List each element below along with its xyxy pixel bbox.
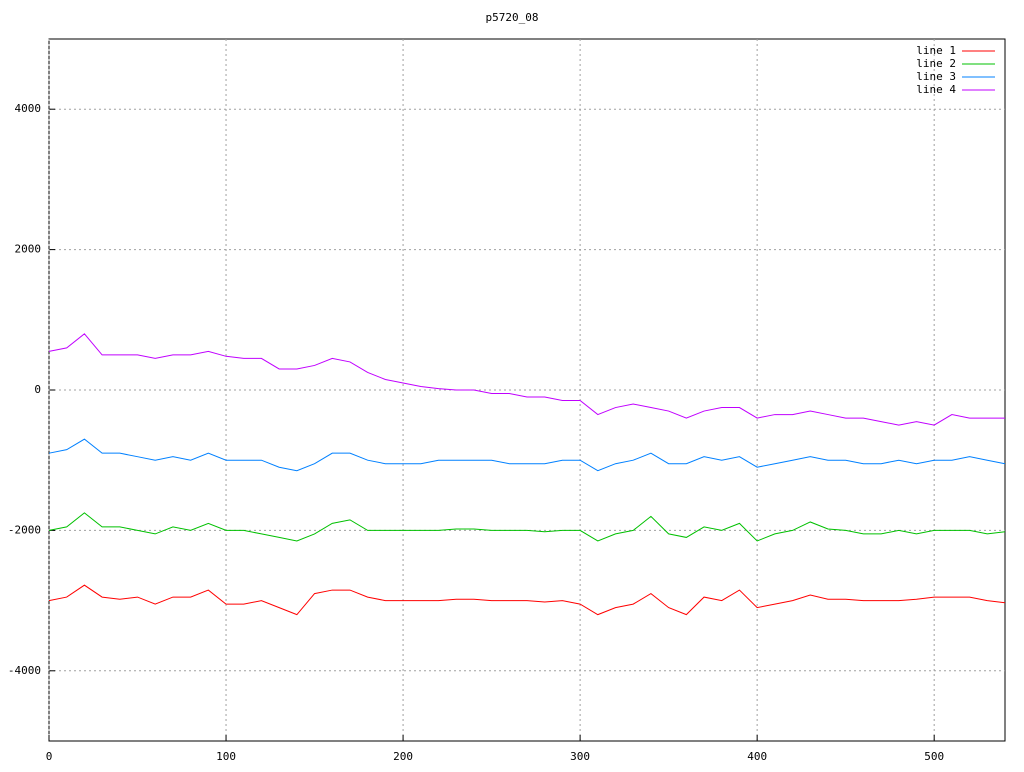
- x-tick-label: 200: [393, 750, 413, 763]
- chart-title: p5720_08: [486, 11, 539, 24]
- data-line: [48, 584, 1006, 616]
- y-tick-label: -2000: [8, 523, 41, 536]
- y-tick-label: 0: [34, 383, 41, 396]
- legend-label: line 1: [916, 44, 956, 57]
- data-line: [48, 333, 1005, 426]
- y-tick-label: 4000: [15, 102, 42, 115]
- x-tick-label: 500: [924, 750, 944, 763]
- legend-label: line 4: [916, 83, 956, 96]
- data-line: [48, 438, 1006, 472]
- x-tick-label: 100: [216, 750, 236, 763]
- x-tick-label: 300: [570, 750, 590, 763]
- x-tick-label: 0: [46, 750, 53, 763]
- legend-label: line 2: [916, 57, 956, 70]
- legend-label: line 3: [916, 70, 956, 83]
- y-tick-label: 2000: [15, 243, 42, 256]
- y-tick-label: -4000: [8, 664, 41, 677]
- plot-frame: [48, 38, 1006, 742]
- x-tick-label: 400: [747, 750, 767, 763]
- data-line: [48, 512, 1006, 542]
